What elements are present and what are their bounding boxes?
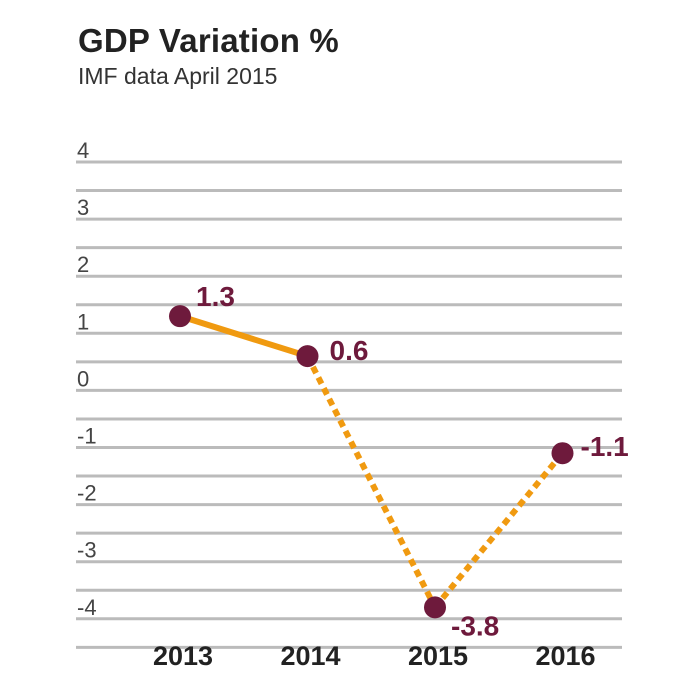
y-tick-label: -4	[77, 595, 97, 620]
actual-line-segment	[180, 316, 308, 356]
y-tick-label: 3	[77, 195, 89, 220]
x-tick-label-2015: 2015	[408, 641, 468, 671]
y-tick-label: 2	[77, 252, 89, 277]
data-label-2014: 0.6	[330, 335, 369, 366]
data-label-2013: 1.3	[196, 281, 235, 312]
y-tick-label: -2	[77, 481, 97, 506]
data-point-2015	[424, 596, 446, 618]
data-point-2016	[552, 442, 574, 464]
data-label-2015: -3.8	[451, 610, 499, 641]
data-point-2013	[169, 305, 191, 327]
y-tick-label: 0	[77, 366, 89, 391]
y-tick-label: 4	[77, 138, 89, 163]
y-tick-label: 1	[77, 309, 89, 334]
forecast-line-segment	[308, 356, 436, 607]
x-tick-label-2013: 2013	[153, 641, 213, 671]
data-point-2014	[297, 345, 319, 367]
gdp-line-chart: 4 3 2 1 0 -1 -2 -3 -4 1.3 0.6 -3.8 -1.1 2013 2014 201…	[0, 0, 700, 694]
y-tick-label: -3	[77, 538, 97, 563]
x-tick-label-2016: 2016	[535, 641, 595, 671]
x-tick-label-2014: 2014	[280, 641, 340, 671]
data-label-2016: -1.1	[581, 431, 629, 462]
y-tick-label: -1	[77, 424, 97, 449]
